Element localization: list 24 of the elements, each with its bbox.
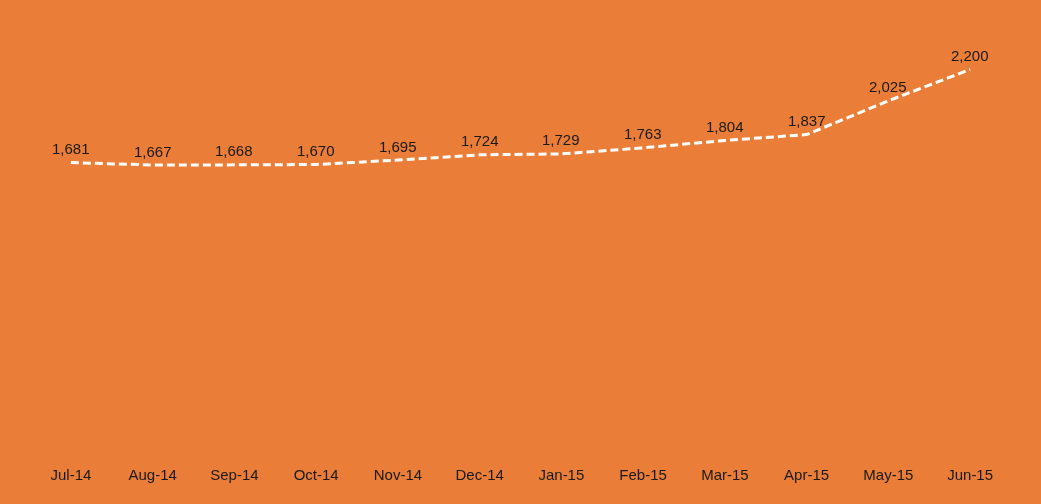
data-label: 1,763 bbox=[624, 125, 662, 142]
x-tick-label: Apr-15 bbox=[784, 466, 830, 483]
x-tick-label: Oct-14 bbox=[293, 466, 339, 483]
x-tick-label: May-15 bbox=[863, 466, 914, 483]
x-tick-label: Nov-14 bbox=[373, 466, 423, 483]
data-label: 1,729 bbox=[542, 131, 580, 148]
x-tick-label: Jan-15 bbox=[538, 466, 585, 483]
x-tick-label: Dec-14 bbox=[455, 466, 504, 483]
x-tick-label: Aug-14 bbox=[128, 466, 177, 483]
data-label: 1,695 bbox=[379, 138, 417, 155]
data-label: 1,668 bbox=[215, 142, 253, 159]
data-label: 2,025 bbox=[869, 78, 907, 95]
data-label: 1,681 bbox=[52, 140, 90, 157]
data-label: 1,804 bbox=[706, 118, 744, 135]
x-tick-label: Jun-15 bbox=[947, 466, 994, 483]
x-tick-label: Jul-14 bbox=[50, 466, 92, 483]
x-tick-label: Feb-15 bbox=[619, 466, 667, 483]
data-label: 1,837 bbox=[788, 112, 826, 129]
data-label: 1,667 bbox=[134, 143, 172, 160]
data-label: 2,200 bbox=[951, 47, 989, 64]
x-tick-label: Sep-14 bbox=[210, 466, 259, 483]
x-tick-label: Mar-15 bbox=[701, 466, 749, 483]
data-label: 1,724 bbox=[461, 132, 499, 149]
data-label: 1,670 bbox=[297, 142, 335, 159]
